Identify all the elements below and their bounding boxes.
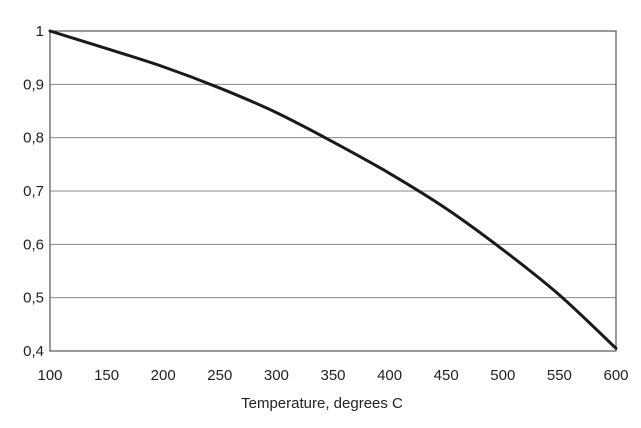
y-tick-label: 0,5 <box>23 290 44 307</box>
x-tick-label: 150 <box>94 367 119 384</box>
x-tick-label: 250 <box>207 367 232 384</box>
series-line <box>48 29 618 350</box>
y-tick-labels: 0,4 0,5 0,6 0,7 0,8 0,9 1 <box>23 23 44 360</box>
plot-frame <box>49 30 617 352</box>
x-tick-label: 300 <box>264 367 289 384</box>
y-tick-label: 1 <box>36 23 44 40</box>
grid-lines <box>50 30 616 352</box>
x-tick-label: 200 <box>151 367 176 384</box>
y-tick-label: 0,6 <box>23 236 44 253</box>
x-axis-label: Temperature, degrees C <box>241 395 403 412</box>
x-tick-label: 400 <box>377 367 402 384</box>
x-tick-label: 450 <box>434 367 459 384</box>
x-tick-label: 100 <box>37 367 62 384</box>
y-tick-label: 0,7 <box>23 183 44 200</box>
y-tick-label: 0,8 <box>23 130 44 147</box>
x-tick-label: 500 <box>490 367 515 384</box>
y-tick-label: 0,4 <box>23 343 44 360</box>
y-tick-label: 0,9 <box>23 76 44 93</box>
x-tick-label: 600 <box>603 367 628 384</box>
x-tick-label: 550 <box>547 367 572 384</box>
x-tick-labels: 100 150 200 250 300 350 400 450 500 550 600 <box>37 367 628 384</box>
x-tick-label: 350 <box>320 367 345 384</box>
